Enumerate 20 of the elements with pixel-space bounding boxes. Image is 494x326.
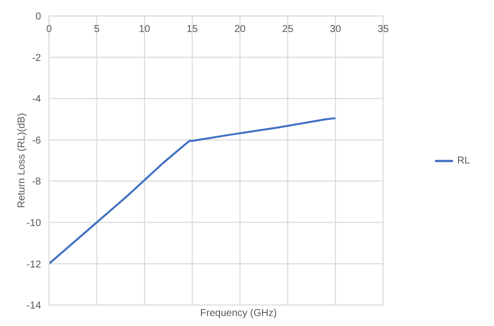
y-tick-label: -8 [32,176,42,188]
x-tick-label: 5 [94,24,100,35]
x-axis-title: Frequency (GHz) [199,308,278,320]
x-tick-label: 20 [234,24,246,35]
x-tick-label: 30 [330,24,342,35]
y-tick-label: 0 [35,12,42,23]
x-tick-label: 15 [186,24,198,35]
legend-label: RL [457,155,470,166]
y-tick-label: -10 [26,218,42,229]
x-tick-label: 0 [46,24,52,35]
y-tick-label: -2 [32,52,42,64]
x-tick-label: 35 [378,24,390,35]
y-tick-label: -14 [26,300,42,312]
y-tick-label: -12 [26,259,42,270]
y-tick-label: -4 [32,94,42,106]
y-axis-title: Return Loss (RL)(dB) [16,112,28,208]
y-tick-label: -6 [32,135,42,146]
x-tick-label: 25 [282,24,294,35]
line-series [49,117,336,265]
x-tick-label: 10 [138,24,150,35]
